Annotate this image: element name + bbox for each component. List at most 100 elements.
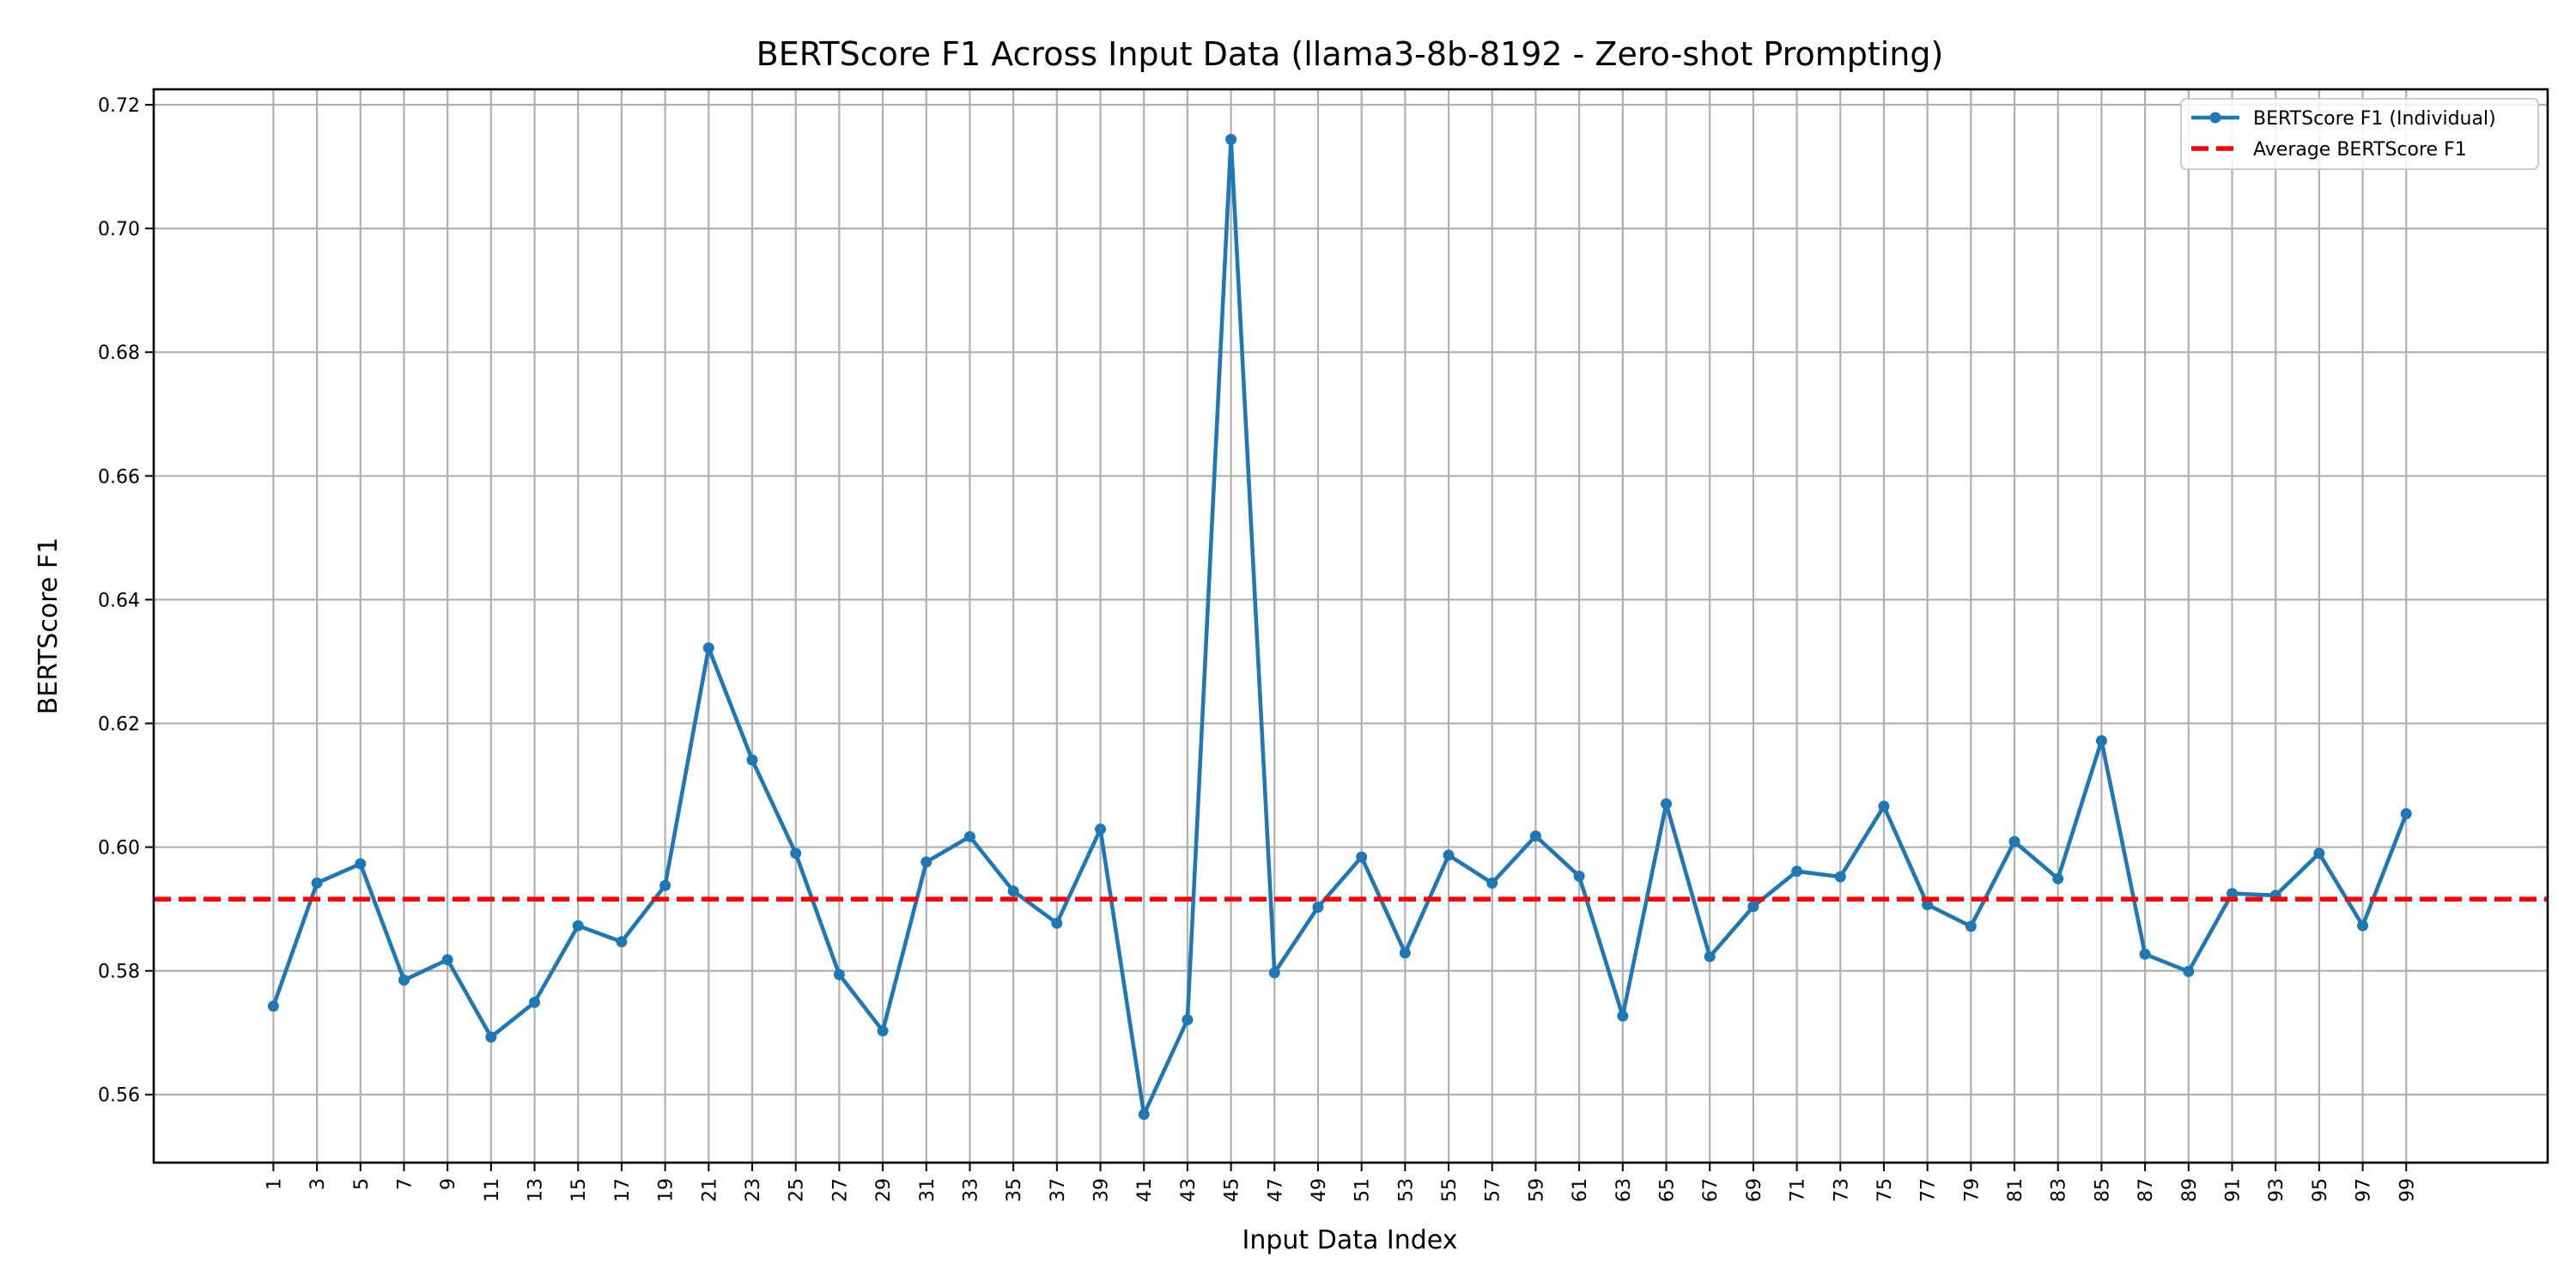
x-tick-label: 13	[526, 1178, 547, 1202]
x-tick-label: 11	[482, 1178, 503, 1202]
y-axis-ticks: 0.56 0.58 0.60 0.62 0.64 0.66 0.68 0.70 0.72	[98, 95, 154, 1107]
legend-label-average: Average BERTScore F1	[2253, 139, 2467, 161]
data-point	[1095, 823, 1107, 835]
data-point	[2008, 835, 2020, 848]
data-point	[1182, 1014, 1194, 1026]
x-tick-label: 45	[1222, 1178, 1243, 1202]
x-tick-label: 71	[1788, 1178, 1809, 1202]
data-point	[1138, 1109, 1150, 1121]
data-point	[1617, 1010, 1629, 1022]
data-point	[2095, 735, 2107, 747]
data-point	[1268, 967, 1280, 979]
data-point	[267, 1000, 279, 1012]
x-tick-label: 35	[1004, 1178, 1025, 1202]
x-tick-label: 65	[1657, 1178, 1679, 1202]
x-tick-label: 27	[829, 1178, 851, 1202]
data-point	[1225, 133, 1237, 145]
x-tick-label: 7	[394, 1178, 416, 1190]
x-tick-label: 37	[1048, 1178, 1069, 1202]
x-axis-ticks: 1 3 5 7 9 11 13 15 17 19 21 23 25 27 29 31 33 35 37 39 41 43 4…	[264, 1163, 2418, 1202]
data-point	[2313, 848, 2325, 860]
x-tick-label: 75	[1874, 1178, 1896, 1202]
x-tick-label: 57	[1483, 1178, 1504, 1202]
x-tick-label: 41	[1134, 1178, 1156, 1202]
data-point	[1399, 947, 1411, 959]
data-point	[1878, 800, 1890, 812]
data-point	[1661, 798, 1673, 810]
data-point	[1007, 885, 1019, 897]
data-point	[1747, 901, 1759, 913]
x-tick-label: 93	[2266, 1178, 2287, 1202]
data-point	[2226, 888, 2238, 900]
data-point	[441, 954, 453, 966]
legend-marker-individual	[2209, 112, 2221, 124]
data-point	[2183, 965, 2195, 977]
x-tick-label: 51	[1352, 1178, 1374, 1202]
y-tick-label: 0.72	[98, 95, 140, 117]
legend: BERTScore F1 (Individual) Average BERTSc…	[2180, 98, 2539, 170]
data-point	[1834, 871, 1846, 883]
x-tick-label: 99	[2397, 1178, 2418, 1202]
x-tick-label: 77	[1918, 1178, 1940, 1202]
x-tick-label: 31	[917, 1178, 939, 1202]
y-tick-label: 0.58	[98, 962, 140, 983]
x-tick-label: 83	[2049, 1178, 2070, 1202]
x-tick-label: 33	[960, 1178, 981, 1202]
data-point	[1529, 830, 1541, 842]
data-point	[1486, 877, 1498, 889]
data-point	[355, 858, 367, 870]
x-tick-label: 63	[1613, 1178, 1635, 1202]
data-point	[572, 920, 584, 932]
data-point	[2139, 948, 2151, 960]
x-tick-label: 67	[1700, 1178, 1722, 1202]
y-tick-label: 0.70	[98, 219, 140, 240]
data-point	[1791, 866, 1803, 878]
data-point	[485, 1031, 497, 1043]
x-tick-label: 25	[787, 1178, 808, 1202]
data-point	[702, 642, 714, 654]
x-tick-label: 59	[1526, 1178, 1547, 1202]
x-tick-label: 39	[1091, 1178, 1113, 1202]
data-point	[920, 856, 933, 868]
y-tick-label: 0.66	[98, 466, 140, 488]
x-axis-label: Input Data Index	[1242, 1225, 1458, 1255]
y-tick-label: 0.64	[98, 590, 140, 611]
data-point	[963, 830, 975, 842]
x-tick-label: 19	[656, 1178, 677, 1202]
x-tick-label: 47	[1265, 1178, 1286, 1202]
x-tick-label: 17	[612, 1178, 634, 1202]
data-point	[2052, 872, 2064, 884]
y-tick-label: 0.56	[98, 1085, 140, 1107]
x-tick-label: 9	[438, 1178, 459, 1190]
x-tick-label: 3	[307, 1178, 329, 1190]
x-tick-label: 43	[1178, 1178, 1200, 1202]
legend-label-individual: BERTScore F1 (Individual)	[2253, 108, 2496, 130]
y-axis-label: BERTScore F1	[33, 538, 64, 714]
x-tick-label: 23	[743, 1178, 764, 1202]
grid-lines	[154, 89, 2548, 1163]
x-tick-label: 55	[1439, 1178, 1461, 1202]
x-tick-label: 53	[1395, 1178, 1417, 1202]
data-point	[746, 754, 758, 766]
data-point	[529, 996, 541, 1008]
data-point	[1356, 851, 1368, 863]
data-point	[1704, 951, 1716, 963]
x-tick-label: 69	[1744, 1178, 1765, 1202]
x-tick-label: 5	[351, 1178, 373, 1190]
x-tick-label: 79	[1961, 1178, 1983, 1202]
data-point	[2357, 920, 2369, 932]
data-point	[398, 974, 410, 986]
data-point	[833, 969, 845, 981]
y-tick-label: 0.60	[98, 838, 140, 860]
data-point	[1443, 849, 1455, 861]
legend-box	[2180, 98, 2539, 170]
data-point	[1573, 870, 1585, 882]
x-tick-label: 21	[699, 1178, 720, 1202]
data-point	[311, 877, 323, 889]
x-tick-label: 29	[873, 1178, 895, 1202]
x-tick-label: 97	[2354, 1178, 2375, 1202]
chart-title: BERTScore F1 Across Input Data (llama3-8…	[756, 35, 1944, 73]
x-tick-label: 81	[2005, 1178, 2026, 1202]
data-point	[1922, 899, 1934, 911]
x-tick-label: 87	[2136, 1178, 2157, 1202]
